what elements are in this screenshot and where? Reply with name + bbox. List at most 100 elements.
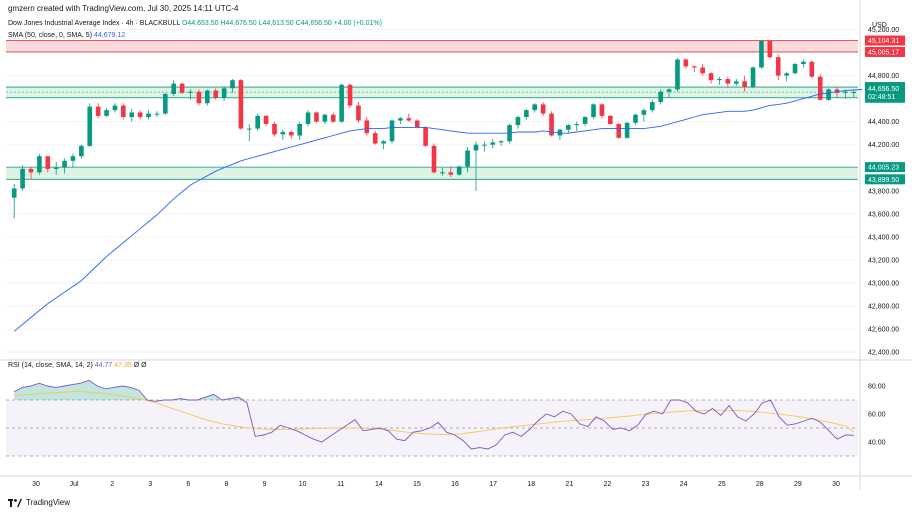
candle-body [238,80,244,129]
candle-body [717,79,722,81]
time-axis[interactable]: 30 Jul 2 3 6 8 9 10 11 14 15 16 17 18 21 22 23 24 25 28 29 30 [32,481,840,488]
candle-body [700,67,705,74]
time-tick-label: 24 [680,481,688,488]
price-axis[interactable]: 42,400.00 42,600.00 42,800.00 43,000.00 43,2… [865,27,905,357]
zone-price-label: 43,899.50 [868,177,899,184]
rsi-ma-line [14,391,855,435]
zone-resistance [6,40,858,52]
candle-body [305,112,311,124]
time-tick-label: 18 [527,481,535,488]
candle-body [557,129,563,136]
candle-body [448,172,454,175]
rsi-tick-label: 40.00 [868,440,886,447]
candle-body [398,118,403,121]
zone-price-tag [865,46,905,57]
candle-body [322,114,328,122]
candle-body [524,110,529,118]
candle-body [532,104,538,111]
price-tick-label: 42,600.00 [868,326,899,333]
candle-body [196,91,202,104]
candle-body [691,66,697,68]
candle-body [121,105,126,118]
candle-body [347,84,353,106]
candle-body [406,118,412,121]
price-tick-label: 44,800.00 [868,73,899,80]
time-tick-label: 30 [832,481,840,488]
candle-body [490,142,496,145]
candle-body [599,104,605,116]
time-tick-label: 16 [451,481,459,488]
candle-body [372,133,378,144]
candle-body [339,84,344,122]
time-tick-label: 21 [565,481,573,488]
price-tick-label: 43,600.00 [868,211,899,218]
chart-credit: gmzern created with TradingView.com, Jul… [8,4,239,13]
footer-brand-text: TradingView [26,498,71,507]
time-tick-label: 30 [32,481,40,488]
time-tick-label: Jul [70,481,79,488]
candle-body [246,128,252,130]
candle-body [608,115,613,124]
candle-body [272,123,277,135]
candle-body [633,114,638,123]
rsi-tick-label: 80.00 [868,384,886,391]
price-tick-label: 45,200.00 [868,27,899,34]
sma-label[interactable]: SMA (50, close, 0, SMA, 5) [8,32,93,39]
candle-body [87,106,93,146]
zone-price-tag [865,35,905,46]
sma-legend[interactable]: SMA (50, close, 0, SMA, 5) 44,679.12 [8,32,125,39]
candle-body [11,188,17,198]
candle-body [767,41,773,58]
candle-body [314,112,319,122]
candle-body [616,123,622,138]
zone-price-tag [865,162,905,173]
candle-body [801,61,806,65]
sma-value: 44,679.12 [93,32,126,39]
zone-price-label: 45,104.31 [868,38,899,45]
rsi-legend[interactable]: RSI (14, close, SMA, 14, 2) 44.77 47.35 … [8,362,147,369]
candle-body [213,90,219,98]
candle-body [129,112,135,118]
candle-body [498,141,504,143]
candle-body [179,83,185,93]
candle-body [683,59,689,67]
candle-body [280,132,286,135]
price-tick-label: 42,800.00 [868,303,899,310]
candle-body [255,115,260,129]
rsi-label[interactable]: RSI (14, close, SMA, 14, 2) [8,362,93,369]
last-price-label: 44,656.50 [868,86,899,93]
rsi-extra: Ø Ø [133,362,147,369]
candle-body [95,106,101,116]
candle-body [62,160,67,168]
price-tick-label: 43,200.00 [868,257,899,264]
zone-pivot [6,87,858,98]
symbol-legend[interactable]: Dow Jones Industrial Average Index · 4h … [8,20,382,27]
candle-body [624,122,630,138]
candle-body [288,132,294,136]
candle-body [20,168,25,189]
rsi-line [13,379,854,450]
footer-brand[interactable]: TradingView [8,498,70,507]
price-tick-label: 42,400.00 [868,350,899,357]
candle-body [482,144,487,146]
candle-body [792,64,798,74]
time-tick-label: 14 [375,481,383,488]
time-tick-label: 23 [642,481,650,488]
candle-body [53,167,59,169]
rsi-pane: 40.00 60.00 80.00 [6,379,886,457]
candle-body [137,112,143,118]
candle-body [759,41,764,68]
time-tick-label: 25 [718,481,726,488]
candle-body [465,150,470,167]
sma-line [13,89,863,332]
candle-body [725,79,731,84]
candle-body [750,67,756,88]
candle-body [163,94,168,114]
candle-body [37,156,42,173]
candle-body [456,166,462,175]
symbol-name[interactable]: Dow Jones Industrial Average Index · 4h … [8,20,180,27]
rsi-tick-label: 60.00 [868,412,886,419]
candle-body [574,123,580,126]
last-price-tag [865,83,905,102]
